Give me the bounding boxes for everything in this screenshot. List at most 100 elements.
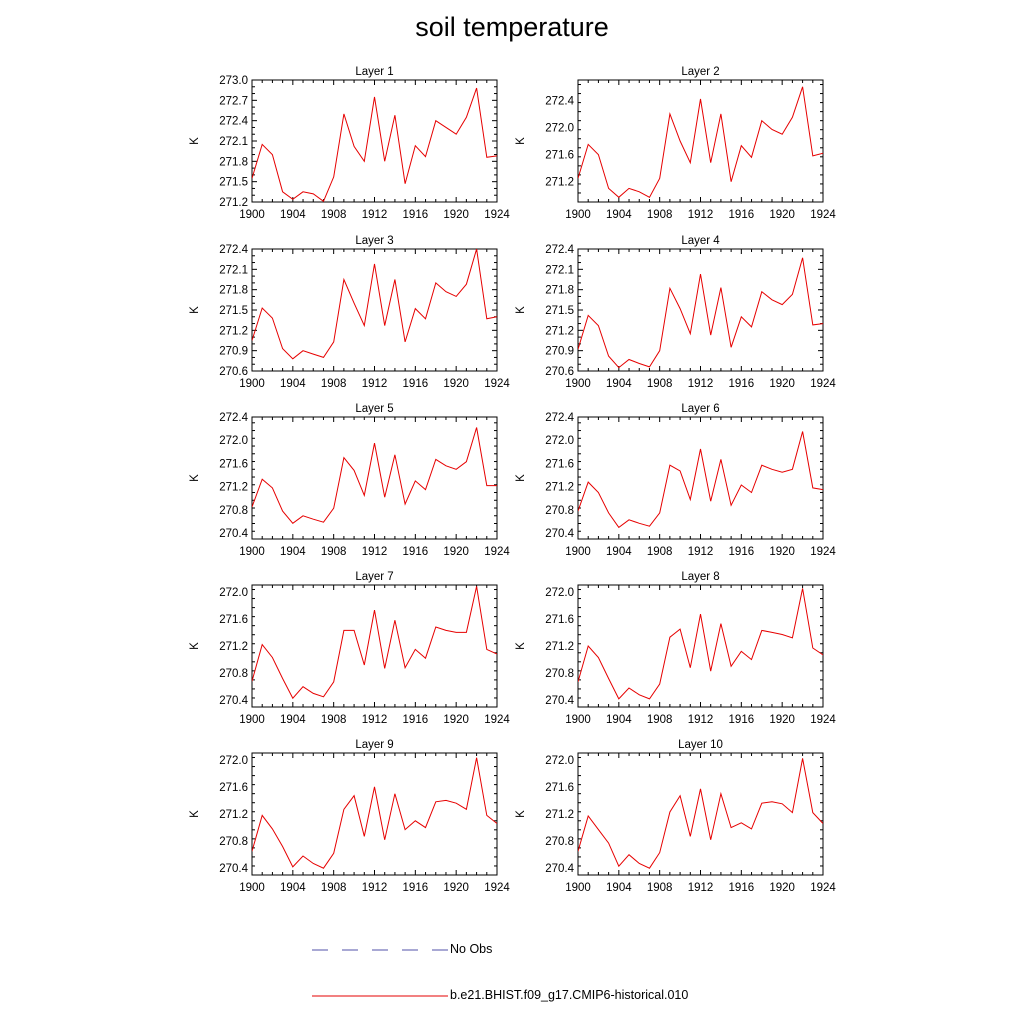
chart-layer-9: Layer 9 K 1900 1904 1908 1912 1916 1920 1924 270.… [189, 739, 510, 894]
chart-title: Layer 2 [681, 66, 719, 78]
y-axis-label: K [515, 474, 527, 482]
x-tick-label: 1904 [280, 546, 306, 558]
y-axis-label: K [189, 306, 201, 314]
x-tick-label: 1920 [443, 882, 469, 894]
y-tick-label: 271.5 [219, 305, 248, 317]
x-tick-label: 1924 [484, 882, 510, 894]
x-tick-label: 1924 [484, 378, 510, 390]
chart-layer-1: Layer 1 K 1900 1904 1908 1912 1916 1920 1924 271.… [189, 66, 510, 221]
chart-layer-3: Layer 3 K 1900 1904 1908 1912 1916 1920 1924 270.… [189, 235, 510, 390]
chart-title: Layer 5 [355, 403, 393, 415]
chart-layer-10: Layer 10 K 1900 1904 1908 1912 1916 1920 1924 270… [515, 739, 836, 894]
y-tick-label: 270.8 [545, 505, 574, 517]
y-axis-label: K [515, 810, 527, 818]
x-tick-label: 1920 [443, 714, 469, 726]
y-tick-label: 272.0 [219, 435, 248, 447]
y-tick-label: 272.4 [219, 244, 248, 256]
x-tick-label: 1920 [769, 882, 795, 894]
x-tick-label: 1900 [565, 378, 591, 390]
x-tick-label: 1908 [647, 378, 673, 390]
chart-title: Layer 9 [355, 739, 393, 751]
y-axis-label: K [515, 642, 527, 650]
x-tick-label: 1912 [688, 209, 714, 221]
y-tick-label: 271.8 [219, 285, 248, 297]
x-tick-label: 1920 [769, 546, 795, 558]
x-tick-label: 1920 [443, 546, 469, 558]
y-tick-label: 270.8 [545, 836, 574, 848]
y-tick-label: 271.2 [219, 641, 248, 653]
x-tick-label: 1904 [606, 546, 632, 558]
chart-title: Layer 7 [355, 571, 393, 583]
x-tick-label: 1916 [403, 714, 429, 726]
y-tick-label: 271.5 [545, 305, 574, 317]
y-tick-label: 272.4 [219, 412, 248, 424]
x-tick-label: 1908 [647, 546, 673, 558]
x-tick-label: 1904 [606, 378, 632, 390]
x-tick-label: 1916 [729, 378, 755, 390]
x-tick-label: 1908 [647, 714, 673, 726]
x-tick-label: 1908 [321, 209, 347, 221]
y-tick-label: 270.4 [219, 528, 248, 540]
y-tick-label: 271.2 [545, 177, 574, 189]
series-line [252, 249, 497, 360]
y-tick-label: 271.6 [545, 614, 574, 626]
series-line [578, 758, 823, 869]
x-tick-label: 1924 [484, 714, 510, 726]
x-tick-label: 1904 [606, 882, 632, 894]
series-line [252, 87, 497, 202]
y-tick-label: 272.1 [219, 136, 248, 148]
x-tick-label: 1912 [362, 546, 388, 558]
y-tick-label: 271.2 [219, 325, 248, 337]
y-tick-label: 270.8 [219, 836, 248, 848]
chart-title: Layer 1 [355, 66, 393, 78]
x-tick-label: 1924 [484, 546, 510, 558]
chart-layer-2: Layer 2 K 1900 1904 1908 1912 1916 1920 1924 271.… [515, 66, 836, 221]
x-tick-label: 1924 [810, 882, 836, 894]
chart-layer-6: Layer 6 K 1900 1904 1908 1912 1916 1920 1924 270.… [515, 403, 836, 558]
x-tick-label: 1904 [280, 378, 306, 390]
x-tick-label: 1924 [810, 546, 836, 558]
x-tick-label: 1916 [729, 546, 755, 558]
series-line [252, 427, 497, 524]
x-tick-label: 1912 [688, 546, 714, 558]
y-tick-label: 273.0 [219, 75, 248, 87]
chart-title: Layer 6 [681, 403, 719, 415]
x-tick-label: 1900 [239, 882, 265, 894]
x-tick-label: 1900 [239, 714, 265, 726]
plot-frame [251, 248, 498, 372]
y-tick-label: 270.4 [219, 863, 248, 875]
y-tick-label: 271.6 [545, 782, 574, 794]
chart-layer-4: Layer 4 K 1900 1904 1908 1912 1916 1920 1924 270.… [515, 235, 836, 390]
y-tick-label: 272.0 [545, 122, 574, 134]
x-tick-label: 1924 [484, 209, 510, 221]
chart-layer-7: Layer 7 K 1900 1904 1908 1912 1916 1920 1924 270.… [189, 571, 510, 726]
x-tick-label: 1912 [362, 882, 388, 894]
y-tick-label: 272.1 [545, 264, 574, 276]
y-tick-label: 272.0 [545, 755, 574, 767]
x-tick-label: 1900 [565, 209, 591, 221]
y-axis-label: K [189, 474, 201, 482]
x-tick-label: 1900 [239, 546, 265, 558]
y-tick-label: 272.0 [219, 587, 248, 599]
y-tick-label: 270.8 [545, 668, 574, 680]
x-tick-label: 1904 [280, 209, 306, 221]
y-axis-label: K [515, 306, 527, 314]
x-tick-label: 1904 [606, 209, 632, 221]
series-line [578, 86, 823, 198]
y-tick-label: 271.2 [219, 197, 248, 209]
x-tick-label: 1900 [565, 882, 591, 894]
x-tick-label: 1908 [321, 378, 347, 390]
y-axis-label: K [189, 810, 201, 818]
plot-frame [251, 416, 498, 540]
x-tick-label: 1920 [443, 378, 469, 390]
series-line [578, 588, 823, 700]
chart-layer-8: Layer 8 K 1900 1904 1908 1912 1916 1920 1924 270.… [515, 571, 836, 726]
x-tick-label: 1912 [688, 882, 714, 894]
y-tick-label: 272.0 [545, 435, 574, 447]
plot-frame [251, 584, 498, 708]
y-tick-label: 270.6 [219, 366, 248, 378]
y-tick-label: 270.6 [545, 366, 574, 378]
x-tick-label: 1916 [403, 209, 429, 221]
y-tick-label: 271.6 [545, 150, 574, 162]
y-tick-label: 270.4 [545, 695, 574, 707]
